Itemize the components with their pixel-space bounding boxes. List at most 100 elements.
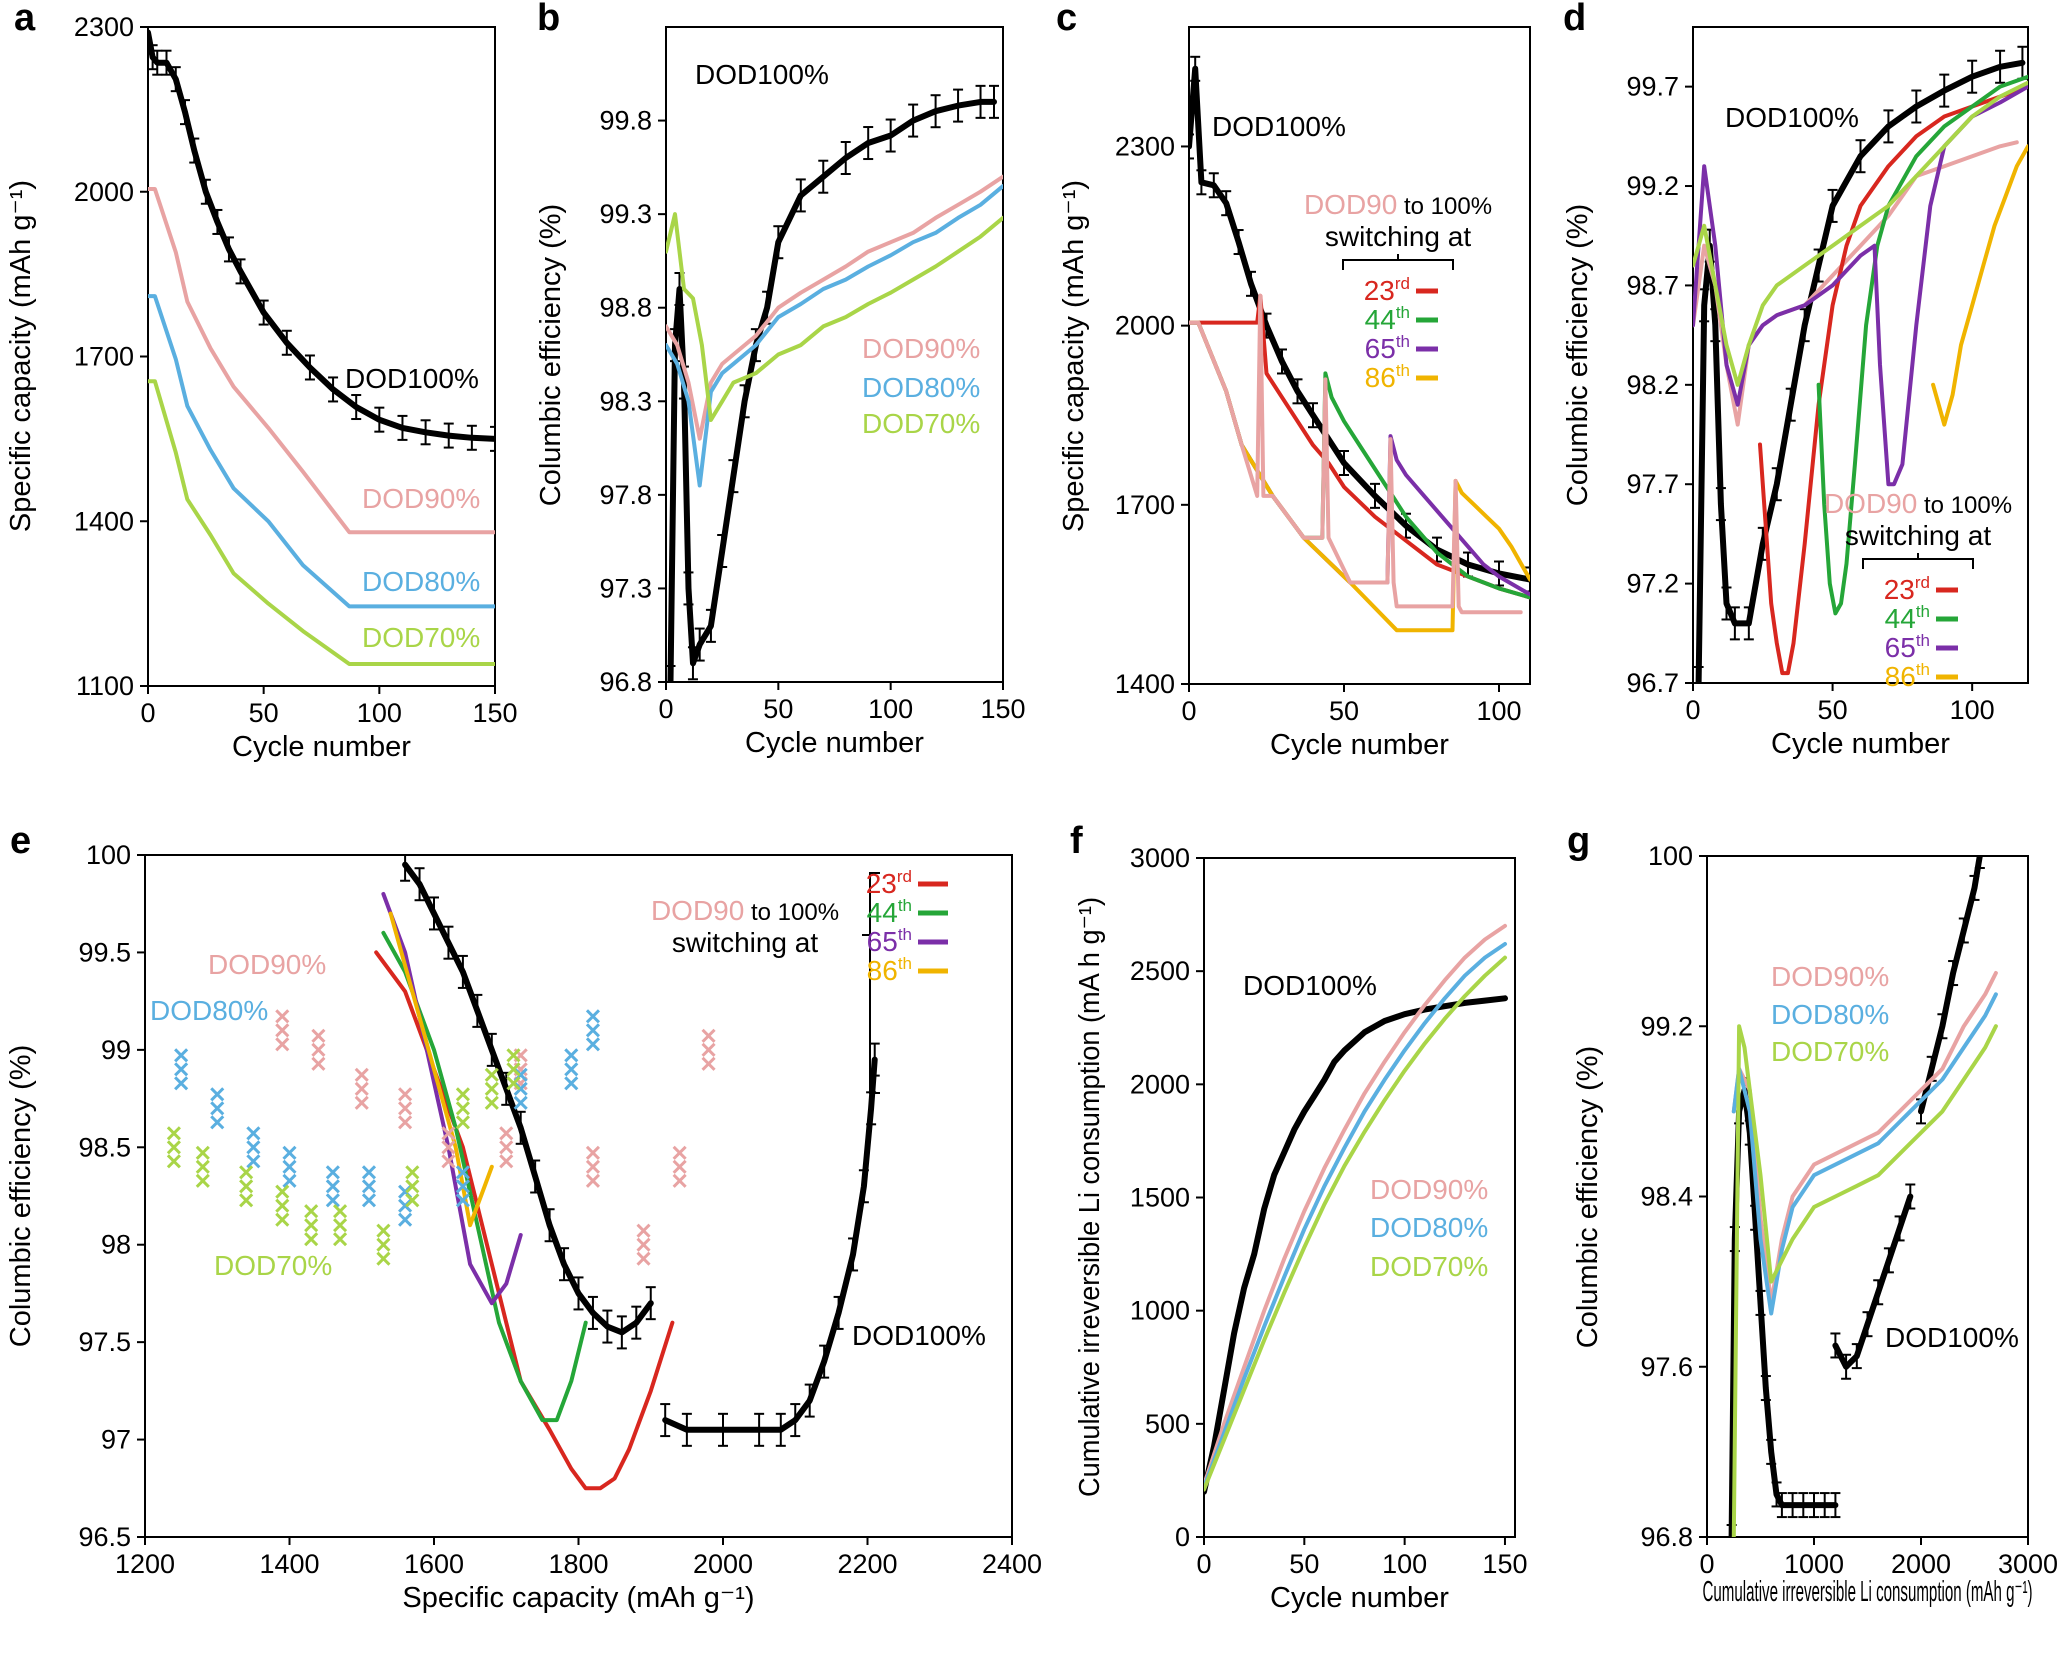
y-tick-label-g: 100 — [1648, 841, 1693, 871]
plot-area-b — [666, 84, 1003, 682]
label-f-dod70: DOD70% — [1370, 1251, 1488, 1282]
x-axis-label-a: Cycle number — [232, 731, 411, 763]
switch-legend-item-d: 86th — [1885, 660, 1930, 692]
scatter-marker-series-dod70- — [376, 1223, 391, 1238]
y-tick-label-b: 99.8 — [599, 106, 652, 136]
x-tick-label-e: 2000 — [693, 1549, 753, 1579]
scatter-marker-series-dod90- — [441, 1126, 456, 1141]
switch-legend-item-e: 23rd — [866, 867, 912, 899]
scatter-marker-series-dod80- — [325, 1165, 340, 1180]
y-tick-label-a: 1100 — [76, 671, 134, 701]
switch-legend-item-d: 44th — [1885, 602, 1930, 634]
y-tick-label-d: 98.2 — [1626, 370, 1679, 400]
panel-letter-d: d — [1563, 0, 1586, 39]
y-tick-label-e: 99.5 — [78, 937, 131, 967]
scatter-marker-series-dod70- — [455, 1115, 470, 1130]
plot-area-f — [1204, 923, 1508, 1495]
series-line-b-dod80- — [666, 184, 1003, 488]
scatter-marker-series-dod70- — [304, 1218, 319, 1233]
scatter-marker-series-dod70- — [239, 1193, 254, 1208]
label-a-dod70: DOD70% — [362, 622, 480, 653]
switch-legend-bracket-e — [862, 872, 880, 1094]
switch-legend-suffix: th — [1916, 660, 1930, 679]
label-e-dod100: DOD100% — [852, 1320, 986, 1351]
x-tick-label-b: 0 — [658, 694, 673, 724]
scatter-marker-series-dod70- — [484, 1067, 499, 1082]
scatter-marker-series-dod90- — [311, 1028, 326, 1043]
scatter-marker-series-dod80- — [210, 1101, 225, 1116]
y-tick-label-d: 96.7 — [1626, 668, 1679, 698]
switch-legend-title-c: DOD90 to 100% — [1304, 189, 1492, 220]
scatter-marker-series-dod90- — [398, 1101, 413, 1116]
panel-f: f0 50 100 150050010001500200025003000Cycle … — [1070, 820, 1527, 1614]
scatter-marker-series-dod90- — [585, 1173, 601, 1188]
series-line-b-dod90- — [666, 174, 1003, 441]
scatter-marker-series-dod70- — [405, 1193, 420, 1208]
series-line-f-dod70- — [1204, 955, 1507, 1492]
scatter-marker-series-dod80- — [455, 1193, 470, 1208]
y-tick-label-f: 500 — [1145, 1409, 1190, 1439]
x-tick-label-b: 100 — [868, 694, 913, 724]
switch-legend-to100: to 100% — [1917, 492, 2012, 519]
series-line-e-series-dod100-high-capacity — [662, 1056, 878, 1433]
switch-legend-suffix: th — [898, 954, 912, 973]
series-line-d-23rd — [1758, 84, 2028, 676]
label-f-dod90: DOD90% — [1370, 1174, 1488, 1205]
x-tick-label-a: 100 — [357, 698, 402, 728]
y-axis-label-d: Columbic efficiency (%) — [1562, 204, 1594, 506]
switch-legend-bracket-c — [1342, 254, 1454, 270]
scatter-marker-series-dod80- — [585, 1009, 601, 1024]
scatter-marker-series-dod80- — [398, 1212, 413, 1227]
plot-frame-d — [1692, 26, 2029, 684]
x-tick-label-b: 50 — [763, 694, 793, 724]
plot-area-d — [1693, 45, 2028, 683]
label-e-dod90: DOD90% — [208, 949, 326, 980]
panel-letter-b: b — [537, 0, 560, 39]
scatter-marker-series-dod70- — [455, 1101, 470, 1116]
scatter-marker-series-dod70- — [195, 1159, 210, 1174]
x-tick-label-f: 0 — [1196, 1549, 1211, 1579]
switch-legend-number: 65 — [867, 926, 898, 957]
y-tick-label-f: 1500 — [1130, 1183, 1190, 1213]
label-b-dod80: DOD80% — [862, 372, 980, 403]
scatter-marker-series-dod70- — [455, 1087, 470, 1102]
switch-legend-suffix: th — [1916, 602, 1930, 621]
scatter-marker-series-dod70- — [405, 1165, 420, 1180]
switch-legend-number: 86 — [1365, 362, 1396, 393]
x-tick-label-a: 0 — [140, 698, 155, 728]
series-line-e-series-dod100-low-capacity — [402, 861, 654, 1336]
switch-legend-number: 65 — [1885, 632, 1916, 663]
x-tick-label-g: 0 — [1699, 1549, 1714, 1579]
scatter-marker-series-dod70- — [506, 1062, 521, 1077]
scatter-marker-series-dod70- — [333, 1218, 348, 1233]
x-tick-label-b: 150 — [980, 694, 1025, 724]
series-line-g-dod70- — [1731, 1024, 1998, 1537]
series-line-f-dod90- — [1204, 923, 1507, 1487]
switch-legend-bracket-d — [1862, 553, 1974, 569]
scatter-marker-series-dod80- — [325, 1193, 340, 1208]
switch-legend-number: 44 — [1885, 603, 1916, 634]
plot-frame-c — [1188, 26, 1531, 685]
switch-legend-item-c: 44th — [1365, 303, 1410, 335]
scatter-marker-series-dod70- — [166, 1154, 181, 1169]
y-tick-label-c: 1700 — [1115, 490, 1175, 520]
x-axis-label-e: Specific capacity (mAh g⁻¹) — [402, 1582, 754, 1614]
x-tick-label-a: 150 — [472, 698, 517, 728]
y-tick-label-f: 3000 — [1130, 843, 1190, 873]
y-tick-label-g: 98.4 — [1640, 1182, 1693, 1212]
y-axis-label-a: Specific capacity (mAh g⁻¹) — [5, 180, 37, 532]
x-tick-label-g: 1000 — [1784, 1549, 1844, 1579]
series-line-a-dod80- — [148, 294, 495, 609]
switch-legend-item-c: 86th — [1365, 361, 1410, 393]
switch-legend-item-e: 86th — [867, 954, 912, 986]
label-a-dod80: DOD80% — [362, 566, 480, 597]
series-line-e-series-23rd — [374, 950, 675, 1491]
scatter-marker-series-dod70- — [275, 1198, 290, 1213]
y-tick-label-b: 97.3 — [599, 573, 652, 603]
scatter-marker-series-dod80- — [361, 1193, 377, 1208]
scatter-marker-series-dod80- — [585, 1037, 601, 1052]
scatter-marker-series-dod90- — [441, 1154, 456, 1169]
scatter-marker-series-dod70- — [239, 1165, 254, 1180]
scatter-marker-series-dod90- — [354, 1067, 369, 1082]
